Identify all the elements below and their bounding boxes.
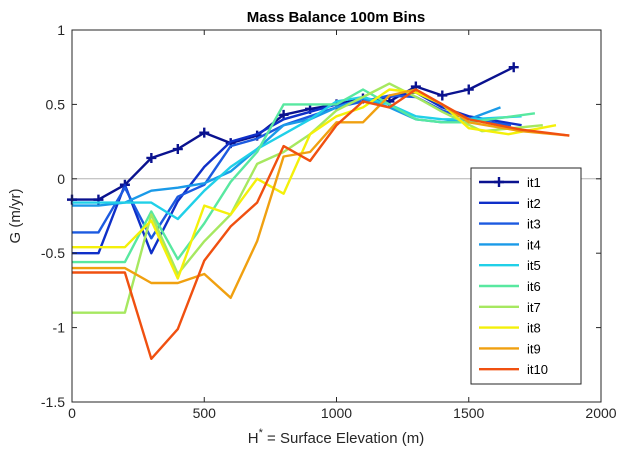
legend-label: it10 (527, 362, 548, 377)
legend-label: it1 (527, 175, 541, 190)
x-axis-label: H* = Surface Elevation (m) (248, 427, 424, 447)
series-line-it5 (72, 95, 522, 221)
legend-item-it5: it5 (479, 258, 541, 273)
y-tick-label: -1.5 (41, 394, 65, 410)
legend-item-it10: it10 (479, 362, 548, 377)
y-tick-label: 0 (57, 171, 65, 187)
series-it7 (72, 82, 543, 314)
series-layer (67, 62, 570, 360)
y-axis-label: G (m/yr) (7, 189, 24, 244)
legend-item-it3: it3 (479, 217, 541, 232)
y-tick-label: -0.5 (41, 245, 65, 261)
series-line-it10 (72, 88, 570, 360)
chart-title: Mass Balance 100m Bins (247, 9, 425, 26)
legend-label: it4 (527, 237, 541, 252)
legend-label: it8 (527, 321, 541, 336)
series-point-it1 (172, 144, 183, 155)
legend-item-it1: it1 (479, 175, 541, 190)
legend-item-it9: it9 (479, 341, 541, 356)
y-tick-label: 0.5 (46, 96, 66, 112)
series-point-it1 (199, 127, 210, 138)
legend-marker (494, 177, 504, 187)
legend-item-it7: it7 (479, 300, 541, 315)
x-tick-label: 500 (193, 405, 217, 421)
legend-label: it7 (527, 300, 541, 315)
x-axis-label-main: H (248, 430, 259, 447)
y-tick-label: -1 (53, 320, 66, 336)
series-it5 (72, 95, 522, 221)
series-point-it1 (508, 62, 519, 73)
series-it10 (72, 88, 570, 360)
legend-item-it4: it4 (479, 237, 541, 252)
x-tick-label: 1000 (321, 405, 352, 421)
legend-label: it2 (527, 196, 541, 211)
legend-label: it6 (527, 279, 541, 294)
legend-box (470, 167, 582, 385)
tick-layer: 0 500 1000 1500 2000 -1.5 -1 -0.5 0 0.5 1 (41, 22, 617, 421)
series-point-it1 (437, 90, 448, 101)
x-tick-label: 2000 (585, 405, 616, 421)
x-tick-label: 1500 (453, 405, 484, 421)
y-tick-label: 1 (57, 22, 65, 38)
legend-item-it6: it6 (479, 279, 541, 294)
series-line-it7 (72, 82, 543, 314)
legend-label: it5 (527, 258, 541, 273)
legend: it1 it2 it3 it4 it5 it6 it7 it8 it9 it10 (470, 167, 582, 385)
x-axis-label-rest: = Surface Elevation (m) (263, 430, 424, 447)
series-it1 (67, 62, 519, 205)
series-point-it1 (463, 84, 474, 95)
legend-item-it8: it8 (479, 321, 541, 336)
x-tick-label: 0 (68, 405, 76, 421)
x-axis-label-sup: * (259, 427, 264, 439)
legend-label: it3 (527, 217, 541, 232)
series-line-it1 (72, 66, 515, 201)
legend-item-it2: it2 (479, 196, 541, 211)
series-point-it1 (146, 152, 157, 163)
legend-label: it9 (527, 341, 541, 356)
